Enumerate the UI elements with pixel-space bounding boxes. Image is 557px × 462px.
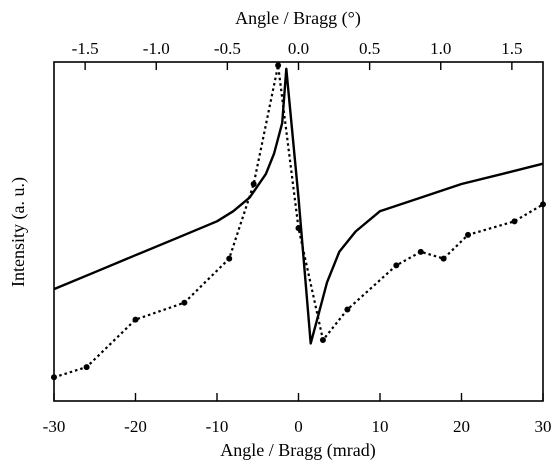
x-tick-label: -10 bbox=[206, 417, 229, 436]
series-line-1 bbox=[53, 67, 544, 345]
data-point bbox=[51, 374, 57, 381]
top-tick-label: -0.5 bbox=[214, 39, 241, 58]
x-axis-title: Angle / Bragg (mrad) bbox=[220, 440, 375, 461]
top-tick-label: 0.0 bbox=[288, 39, 309, 58]
top-axis-ticks: -1.5 -1.0 -0.5 0.0 0.5 1.0 1.5 bbox=[72, 39, 522, 70]
top-tick-label: 1.5 bbox=[501, 39, 522, 58]
data-point bbox=[344, 306, 351, 313]
x-tick-label: 30 bbox=[535, 417, 552, 436]
data-point bbox=[83, 364, 90, 371]
data-point bbox=[511, 218, 518, 225]
top-tick-label: 0.5 bbox=[359, 39, 380, 58]
data-point bbox=[181, 299, 188, 306]
data-point bbox=[226, 255, 233, 262]
top-axis-title: Angle / Bragg (°) bbox=[235, 8, 361, 29]
data-point bbox=[393, 262, 400, 269]
top-tick-label: 1.0 bbox=[430, 39, 451, 58]
x-tick-label: -30 bbox=[43, 417, 66, 436]
data-point bbox=[319, 336, 326, 343]
bottom-axis-ticks: -30 -20 -10 0 10 20 30 bbox=[43, 393, 552, 436]
series-line-2 bbox=[53, 64, 544, 379]
y-axis-title: Intensity (a. u.) bbox=[8, 177, 29, 287]
data-point bbox=[540, 201, 546, 208]
x-tick-label: 20 bbox=[453, 417, 470, 436]
data-point bbox=[465, 231, 472, 238]
data-point bbox=[275, 62, 282, 69]
data-point bbox=[295, 225, 302, 232]
x-tick-label: 0 bbox=[294, 417, 303, 436]
data-point bbox=[132, 316, 139, 323]
data-point bbox=[440, 255, 447, 262]
data-point bbox=[417, 248, 424, 255]
x-tick-label: -20 bbox=[124, 417, 147, 436]
x-tick-label: 10 bbox=[372, 417, 389, 436]
top-tick-label: -1.0 bbox=[143, 39, 170, 58]
series-layer bbox=[51, 62, 546, 381]
top-tick-label: -1.5 bbox=[72, 39, 99, 58]
data-point bbox=[250, 181, 257, 188]
